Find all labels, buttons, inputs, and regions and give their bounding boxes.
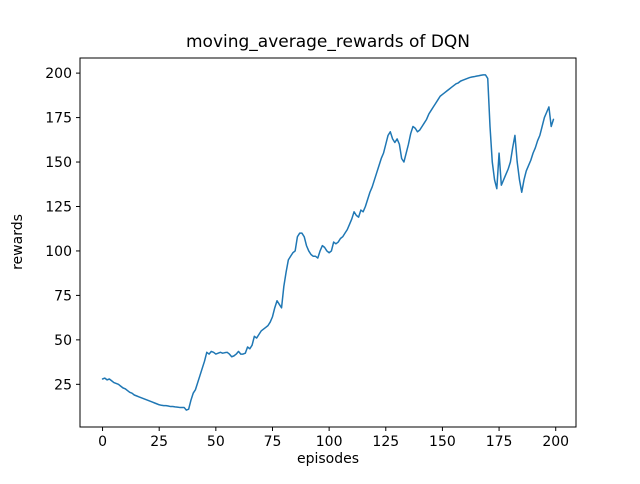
x-tick-label: 0 bbox=[98, 434, 107, 450]
axis-ticks: 0 25 50 75 100 125 150 175 200 25 50 75 100 125 150 175… bbox=[45, 66, 569, 450]
x-tick-label: 100 bbox=[316, 434, 343, 450]
x-axis-label: episodes bbox=[297, 451, 359, 467]
y-tick-label: 75 bbox=[54, 288, 72, 304]
chart-title: moving_average_rewards of DQN bbox=[186, 32, 470, 52]
x-tick-label: 75 bbox=[264, 434, 282, 450]
x-tick-label: 25 bbox=[150, 434, 168, 450]
x-tick-label: 150 bbox=[429, 434, 456, 450]
y-tick-label: 125 bbox=[45, 199, 72, 215]
y-tick-label: 150 bbox=[45, 155, 72, 171]
y-tick-label: 175 bbox=[45, 111, 72, 127]
plot-border bbox=[79, 57, 577, 428]
y-tick-label: 50 bbox=[54, 333, 72, 349]
y-tick-label: 25 bbox=[54, 377, 72, 393]
y-tick-label: 100 bbox=[45, 244, 72, 260]
x-tick-label: 175 bbox=[486, 434, 513, 450]
y-axis-label: rewards bbox=[10, 214, 26, 270]
x-tick-label: 50 bbox=[207, 434, 225, 450]
x-tick-label: 125 bbox=[372, 434, 399, 450]
y-tick-label: 200 bbox=[45, 66, 72, 82]
x-tick-label: 200 bbox=[542, 434, 569, 450]
series-line bbox=[101, 74, 555, 411]
